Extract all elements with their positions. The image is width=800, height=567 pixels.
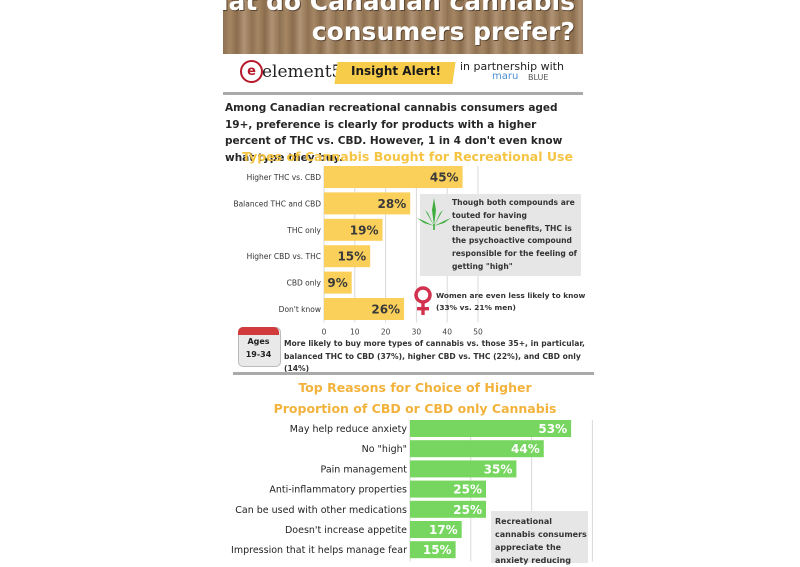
chart2-title-line1: Top Reasons for Choice of Higher <box>298 380 532 395</box>
partner-suffix: BLUE <box>528 73 549 82</box>
chart1-data-label: 9% <box>327 276 347 290</box>
chart1-bar <box>324 192 411 215</box>
chart2-data-label: 35% <box>484 462 513 476</box>
chart1-data-label: 45% <box>430 171 459 185</box>
ages-label-line2: 19-34 <box>245 350 272 359</box>
brand-name: element54 <box>262 62 354 82</box>
chart2-bar <box>410 420 572 437</box>
element54-logo-icon: e <box>240 60 263 83</box>
chart1-category-label: Higher THC vs. CBD <box>247 173 322 182</box>
insight-badge: Insight Alert! <box>351 64 441 78</box>
header-title-line2: consumers prefer? <box>311 17 575 46</box>
header-banner: What do Canadian cannabis consumers pref… <box>223 0 583 54</box>
chart1-title: Types of Cannabis Bought for Recreationa… <box>242 149 573 164</box>
chart1-tick-label: 50 <box>473 327 483 336</box>
calendar-header <box>238 327 279 335</box>
recreational-note-box <box>491 511 588 563</box>
chart1-category-label: CBD only <box>287 279 322 288</box>
chart2-category-label: Can be used with other medications <box>235 505 407 516</box>
chart1-data-label: 28% <box>378 197 407 211</box>
divider <box>223 92 583 95</box>
chart1-category-label: THC only <box>286 226 321 235</box>
chart1-category-label: Higher CBD vs. THC <box>247 252 321 261</box>
female-symbol-icon <box>414 286 432 315</box>
chart2-bar <box>410 460 517 478</box>
chart2-category-label: No "high" <box>362 444 407 455</box>
recreational-note: Recreational cannabis consumers apprecia… <box>495 517 587 565</box>
divider <box>233 372 594 375</box>
chart2-svg: May help reduce anxiety 53% No "high" 44% Pa… <box>231 420 593 562</box>
chart1-tick-label: 0 <box>322 327 327 336</box>
chart2-data-label: 44% <box>511 442 540 456</box>
chart1-tick-label: 40 <box>442 327 452 336</box>
ages-label: Ages 19-34 <box>240 335 277 361</box>
chart2-data-label: 25% <box>453 483 482 497</box>
chart2-data-label: 15% <box>423 543 452 557</box>
partner-text: in partnership with <box>460 60 564 73</box>
chart2-bar <box>410 440 544 458</box>
chart1-tick-label: 10 <box>350 327 360 336</box>
chart2-data-label: 53% <box>538 422 567 436</box>
cannabis-leaf-icon <box>417 198 451 230</box>
chart2-bar <box>410 541 456 559</box>
chart2-category-label: Anti-inflammatory properties <box>269 485 407 496</box>
chart2-data-label: 25% <box>453 503 482 517</box>
chart1-bar <box>324 298 405 320</box>
chart1-bar <box>324 271 352 294</box>
chart1-bar <box>324 218 383 241</box>
chart2-bar <box>410 500 486 518</box>
chart1-tick-label: 20 <box>381 327 391 336</box>
chart1-bar <box>324 245 371 268</box>
chart1-data-label: 19% <box>350 223 379 237</box>
header-title-line1: What do Canadian cannabis <box>223 0 575 16</box>
young-note: More likely to buy more types of cannabi… <box>284 339 585 373</box>
intro-text: Among Canadian recreational cannabis con… <box>225 102 563 164</box>
chart1-bar <box>324 166 463 188</box>
chart1-data-label: 26% <box>371 303 400 317</box>
chart2-bar <box>410 521 462 538</box>
chart2-category-label: May help reduce anxiety <box>290 424 408 435</box>
partner-name: maru <box>492 71 519 82</box>
ages-label-line1: Ages <box>247 337 270 346</box>
chart1-tick-label: 30 <box>412 327 422 336</box>
chart2-bar <box>410 480 486 498</box>
chart1-svg: 0 10 20 30 40 50 Higher THC vs. CBD 45% Balanced… <box>233 166 483 336</box>
chart1-data-label: 15% <box>337 250 366 264</box>
chart2-data-label: 17% <box>429 523 458 537</box>
chart1-category-label: Balanced THC and CBD <box>233 199 321 208</box>
chart2-category-label: Impression that it helps manage fear <box>231 545 407 556</box>
chart2-category-label: Pain management <box>321 464 408 475</box>
thc-note-box <box>420 194 581 276</box>
chart2-title-line2: Proportion of CBD or CBD only Cannabis <box>273 401 557 416</box>
chart1-category-label: Don't know <box>279 305 321 314</box>
thc-note: Though both compounds are touted for hav… <box>452 198 577 271</box>
chart2-category-label: Doesn't increase appetite <box>285 525 407 536</box>
women-note: Women are even less likely to know (33% … <box>436 291 586 312</box>
